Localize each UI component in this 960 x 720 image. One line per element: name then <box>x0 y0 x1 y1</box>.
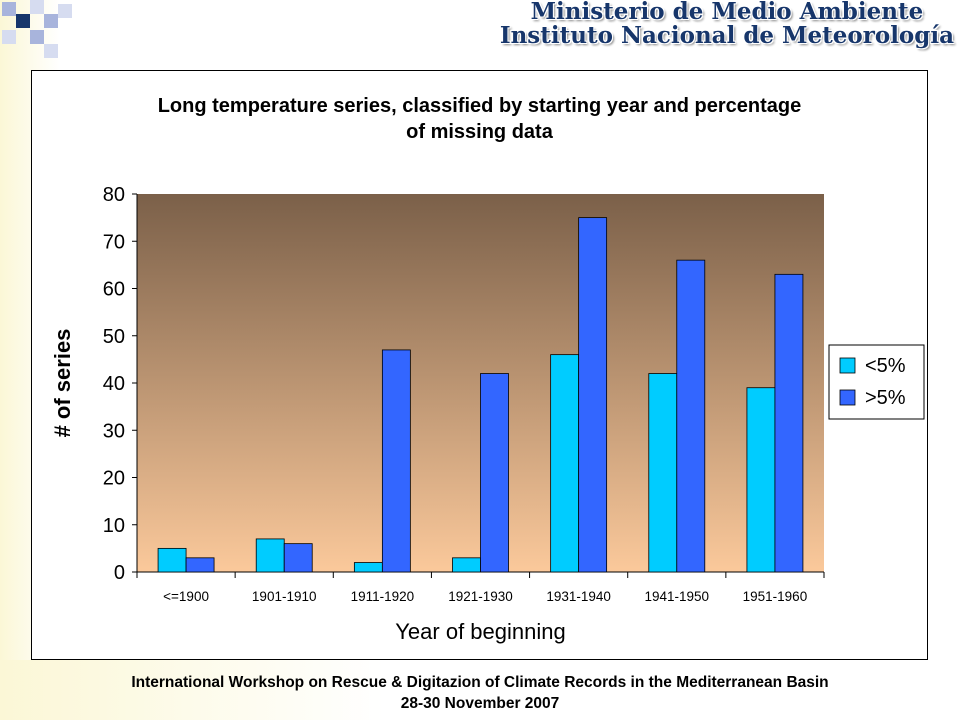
decor-square <box>44 14 58 28</box>
bar-series-2 <box>774 273 804 573</box>
decor-square <box>44 44 58 58</box>
header-line1: Ministerio de Medio Ambiente <box>530 0 924 25</box>
footer: International Workshop on Rescue & Digit… <box>0 672 960 714</box>
decor-square <box>58 4 72 18</box>
y-tick-label: 50 <box>103 326 125 348</box>
bar-series-1 <box>353 562 383 573</box>
x-tick-label: 1931-1940 <box>546 589 611 604</box>
decor-square <box>16 14 30 28</box>
x-tick-label: 1901-1910 <box>252 589 317 604</box>
x-tick-label: 1941-1950 <box>645 589 710 604</box>
header-line2: Instituto Nacional de Meteorología <box>499 22 954 49</box>
y-tick-label: 60 <box>103 279 125 301</box>
background-bottom <box>0 660 960 720</box>
decor-square <box>2 30 16 44</box>
y-tick-label: 10 <box>103 515 125 537</box>
chart-container: Long temperature series, classified by s… <box>31 70 928 660</box>
bar-series-1 <box>255 538 285 573</box>
bar-series-2 <box>578 217 608 573</box>
bar-series-1 <box>157 547 187 573</box>
x-tick-label: <=1900 <box>163 589 209 604</box>
y-tick-label: 80 <box>103 184 125 206</box>
chart-title-line2: of missing data <box>406 121 553 143</box>
bar-series-2 <box>381 349 411 573</box>
legend-swatch <box>839 389 856 406</box>
bar-chart: 0 10 20 30 40 50 60 70 80 <=1900 1901-1910 1911-192… <box>50 184 925 644</box>
x-tick-label: 1911-1920 <box>351 589 415 604</box>
legend-label: >5% <box>865 387 906 409</box>
bar-series-1 <box>648 373 678 573</box>
decor-square <box>30 30 44 44</box>
bar-series-2 <box>185 557 215 573</box>
bar-series-2 <box>676 259 706 573</box>
chart-title-line1: Long temperature series, classified by s… <box>157 95 802 117</box>
footer-line1: International Workshop on Rescue & Digit… <box>131 674 829 691</box>
y-tick-label: 0 <box>114 562 125 584</box>
bar-series-1 <box>746 387 776 573</box>
bar-series-1 <box>452 557 481 573</box>
y-tick-label: 40 <box>103 373 125 395</box>
decor-square <box>30 0 44 14</box>
legend-swatch <box>839 357 856 374</box>
bar-series-1 <box>550 354 580 573</box>
legend-box <box>828 344 925 420</box>
x-axis-title: Year of beginning <box>395 619 565 644</box>
x-tick-label: 1951-1960 <box>743 589 808 604</box>
ministry-header: Ministerio de Medio Ambiente Instituto N… <box>500 0 954 48</box>
y-axis-title: # of series <box>50 329 75 438</box>
x-tick-label: 1921-1930 <box>448 589 513 604</box>
decor-square <box>2 2 16 16</box>
bar-series-2 <box>283 543 313 573</box>
chart-title: Long temperature series, classified by s… <box>32 93 927 145</box>
footer-line2: 28-30 November 2007 <box>400 695 560 712</box>
y-tick-label: 70 <box>103 231 125 253</box>
legend-label: <5% <box>865 355 906 377</box>
bar-series-2 <box>480 373 509 573</box>
y-tick-label: 20 <box>103 468 125 490</box>
y-tick-label: 30 <box>103 420 125 442</box>
